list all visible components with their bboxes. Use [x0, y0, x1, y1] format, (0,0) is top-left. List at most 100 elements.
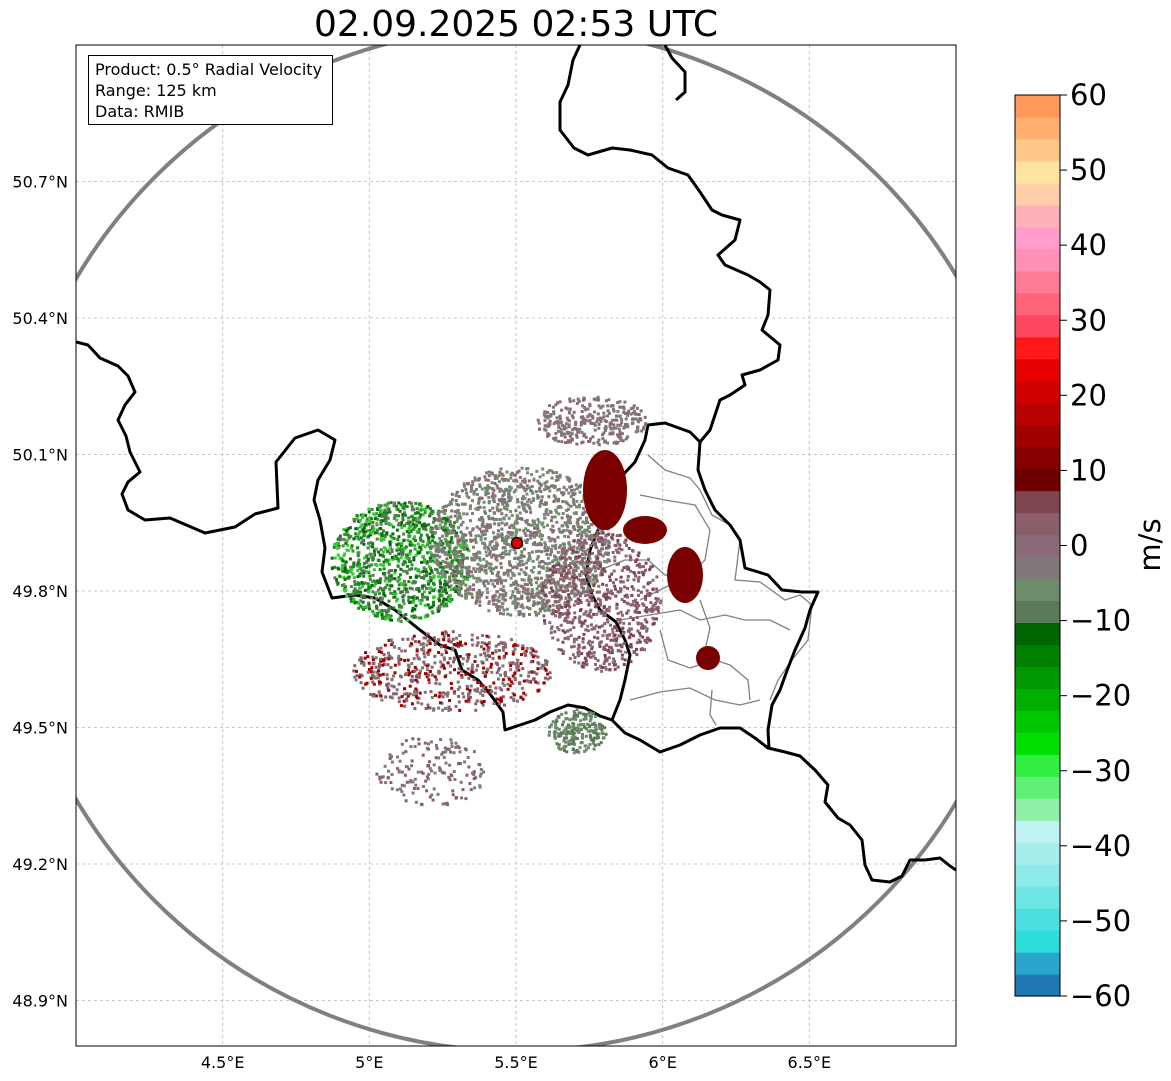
- echo-pixel: [412, 507, 416, 511]
- echo-pixel: [589, 544, 593, 547]
- echo-pixel: [592, 422, 596, 426]
- echo-pixel: [648, 568, 652, 572]
- echo-pixel: [609, 638, 613, 642]
- echo-pixel: [468, 782, 472, 785]
- echo-pixel: [533, 526, 536, 530]
- echo-pixel: [410, 609, 414, 613]
- echo-pixel: [635, 616, 639, 619]
- echo-pixel: [393, 571, 397, 575]
- echo-pixel: [557, 429, 560, 433]
- echo-pixel: [435, 527, 439, 531]
- echo-pixel: [424, 672, 427, 676]
- echo-pixel: [507, 490, 511, 494]
- echo-pixel: [447, 580, 451, 584]
- echo-pixel: [471, 483, 475, 486]
- echo-pixel: [382, 662, 386, 666]
- echo-pixel: [413, 665, 417, 669]
- echo-pixel: [596, 659, 600, 663]
- echo-pixel: [476, 641, 480, 645]
- echo-pixel: [425, 560, 429, 564]
- echo-pixel: [524, 566, 528, 570]
- echo-pixel: [469, 533, 473, 537]
- echo-pixel: [473, 555, 477, 559]
- echo-pixel: [373, 531, 377, 535]
- echo-pixel: [403, 579, 406, 583]
- echo-pixel: [479, 645, 483, 649]
- echo-pixel: [412, 556, 416, 560]
- echo-pixel: [419, 513, 423, 517]
- echo-pixel: [480, 591, 484, 595]
- echo-pixel: [637, 593, 641, 597]
- echo-pixel: [411, 780, 415, 784]
- echo-pixel: [371, 529, 374, 533]
- echo-pixel: [415, 647, 419, 651]
- echo-pixel: [529, 651, 533, 655]
- echo-pixel: [555, 742, 559, 746]
- echo-pixel: [456, 579, 460, 583]
- echo-pixel: [486, 561, 490, 565]
- echo-pixel: [519, 517, 523, 520]
- echo-pixel: [383, 643, 387, 647]
- echo-pixel: [377, 503, 381, 507]
- echo-pixel: [570, 438, 574, 441]
- echo-pixel: [448, 575, 452, 579]
- echo-pixel: [580, 525, 584, 529]
- echo-pixel: [469, 489, 473, 493]
- echo-pixel: [363, 581, 367, 585]
- echo-pixel: [589, 735, 592, 739]
- echo-pixel: [413, 511, 417, 515]
- echo-pixel: [504, 549, 508, 553]
- echo-pixel: [574, 511, 578, 515]
- echo-pixel: [499, 467, 503, 471]
- echo-pixel: [430, 695, 434, 699]
- echo-pixel: [610, 572, 614, 576]
- echo-pixel: [551, 720, 555, 724]
- echo-pixel: [513, 678, 517, 682]
- lon-tick-label: 6°E: [649, 1053, 677, 1072]
- echo-pixel: [452, 660, 455, 664]
- echo-pixel: [433, 553, 436, 557]
- echo-pixel: [412, 600, 416, 604]
- echo-pixel: [357, 602, 361, 606]
- echo-pixel: [570, 414, 574, 418]
- echo-pixel: [486, 653, 490, 657]
- echo-pixel: [535, 581, 538, 585]
- echo-pixel: [391, 641, 394, 645]
- echo-pixel: [426, 639, 430, 643]
- echo-pixel: [397, 514, 401, 518]
- echo-pixel: [530, 550, 534, 554]
- lat-tick-label: 50.7°N: [12, 173, 68, 192]
- echo-pixel: [372, 682, 376, 686]
- echo-pixel: [481, 521, 485, 525]
- echo-pixel: [423, 603, 427, 607]
- echo-pixel: [570, 736, 574, 740]
- echo-pixel: [597, 722, 601, 726]
- echo-pixel: [474, 702, 478, 706]
- echo-pixel: [501, 502, 505, 506]
- echo-pixel: [415, 596, 419, 600]
- echo-pixel: [496, 486, 500, 490]
- echo-pixel: [401, 506, 405, 510]
- echo-pixel: [497, 522, 501, 526]
- echo-pixel: [360, 595, 363, 599]
- echo-pixel: [490, 495, 494, 499]
- echo-pixel: [630, 603, 634, 607]
- echo-pixel: [577, 711, 581, 715]
- echo-pixel: [423, 663, 427, 667]
- echo-pixel: [575, 442, 579, 446]
- echo-pixel: [479, 535, 483, 539]
- echo-pixel: [587, 567, 591, 571]
- echo-pixel: [567, 731, 571, 735]
- echo-pixel: [522, 691, 526, 695]
- echo-pixel: [501, 601, 505, 605]
- echo-pixel: [593, 428, 597, 432]
- echo-pixel: [444, 761, 448, 765]
- echo-pixel: [403, 773, 407, 777]
- echo-pixel: [428, 559, 432, 563]
- echo-pixel: [624, 417, 628, 421]
- map-gridlines: [76, 45, 956, 1046]
- echo-pixel: [536, 418, 540, 422]
- echo-pixel: [439, 571, 443, 575]
- echo-pixel: [514, 488, 518, 492]
- echo-pixel: [557, 746, 561, 750]
